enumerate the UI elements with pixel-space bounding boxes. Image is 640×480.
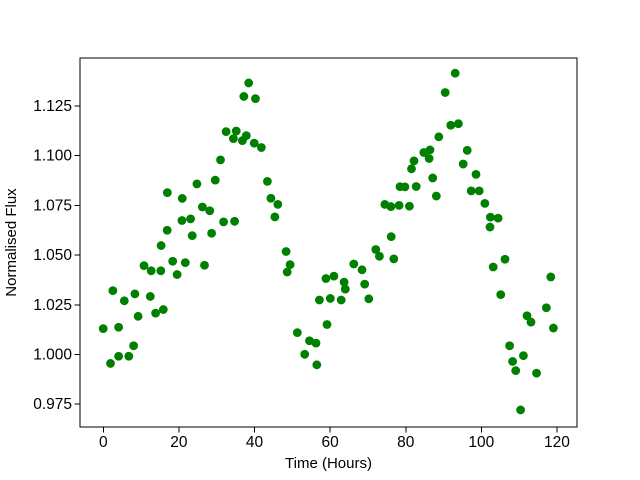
svg-text:100: 100 xyxy=(468,434,494,451)
svg-text:1.050: 1.050 xyxy=(33,247,72,264)
svg-text:1.125: 1.125 xyxy=(33,98,72,115)
svg-text:120: 120 xyxy=(544,434,570,451)
svg-text:0: 0 xyxy=(99,434,108,451)
svg-text:40: 40 xyxy=(246,434,264,451)
svg-text:Normalised Flux: Normalised Flux xyxy=(3,188,20,297)
svg-text:1.100: 1.100 xyxy=(33,148,72,165)
svg-text:Time (Hours): Time (Hours) xyxy=(285,455,372,472)
svg-text:1.025: 1.025 xyxy=(33,297,72,314)
svg-text:0.975: 0.975 xyxy=(33,396,72,413)
svg-text:1.000: 1.000 xyxy=(33,346,72,363)
svg-text:80: 80 xyxy=(397,434,415,451)
svg-text:20: 20 xyxy=(170,434,188,451)
svg-text:60: 60 xyxy=(322,434,340,451)
svg-text:1.075: 1.075 xyxy=(33,197,72,214)
